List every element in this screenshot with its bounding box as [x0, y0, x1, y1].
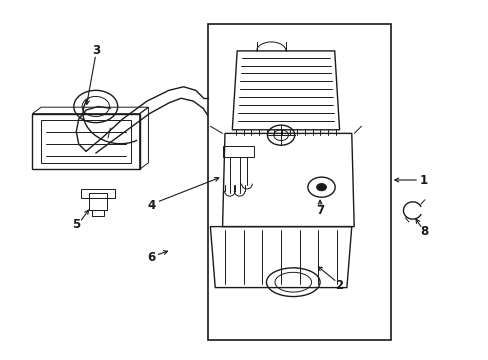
Text: 5: 5: [72, 218, 80, 231]
Text: 2: 2: [335, 279, 343, 292]
Text: 4: 4: [147, 199, 156, 212]
Text: 8: 8: [419, 225, 427, 238]
Bar: [89, 193, 107, 211]
Text: 7: 7: [315, 204, 324, 217]
Bar: [92, 210, 104, 216]
Bar: [81, 189, 115, 198]
Bar: [222, 146, 254, 157]
Text: 6: 6: [146, 251, 155, 264]
Bar: [32, 114, 140, 169]
Text: 1: 1: [419, 174, 427, 186]
Circle shape: [316, 184, 326, 191]
Text: 3: 3: [92, 44, 100, 57]
Bar: [41, 120, 131, 163]
Bar: [207, 24, 390, 339]
